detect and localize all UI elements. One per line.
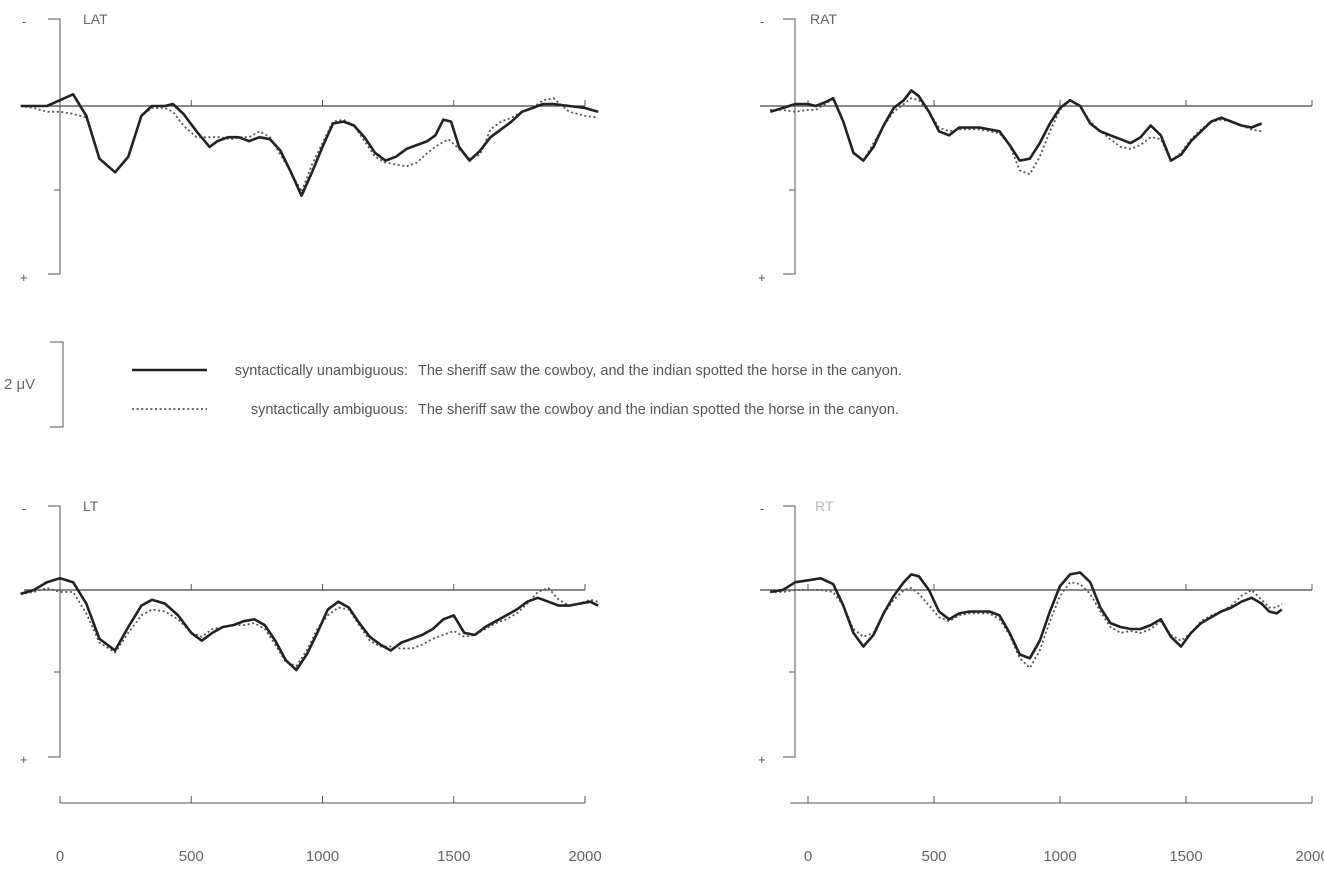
panel-lt-title: LT bbox=[83, 498, 99, 514]
panel-lt-ambiguous-line bbox=[20, 586, 599, 668]
legend: syntactically unambiguous: The sheriff s… bbox=[132, 363, 902, 418]
scale-bar-line bbox=[50, 341, 64, 428]
x-tick-label-0: 0 bbox=[804, 848, 812, 865]
panel-rat-x-ticks bbox=[807, 100, 1313, 106]
panel-rat-y-axis bbox=[783, 18, 796, 275]
panel-lat: - + LAT bbox=[20, 11, 599, 285]
panel-lt: - + LT bbox=[20, 498, 599, 767]
panel-lat-y-axis bbox=[48, 18, 61, 275]
panel-rat-title: RAT bbox=[810, 11, 837, 27]
panel-lat-minus-label: - bbox=[22, 14, 26, 29]
x-tick-label-0: 0 bbox=[56, 848, 64, 865]
panel-rt-title: RT bbox=[815, 498, 834, 514]
legend-ambiguous-sentence: The sheriff saw the cowboy and the india… bbox=[418, 402, 899, 418]
panel-lat-ambiguous-line bbox=[20, 97, 599, 194]
x-tick-label-2: 1000 bbox=[1043, 848, 1076, 865]
panel-lt-unambiguous-line bbox=[20, 577, 599, 672]
scale-bar: 2 μV bbox=[4, 341, 64, 428]
panel-lat-unambiguous-line bbox=[20, 93, 599, 197]
x-tick-label-4: 2000 bbox=[568, 848, 601, 865]
legend-unambiguous-name: syntactically unambiguous: bbox=[235, 363, 408, 379]
x-tick-label-1: 500 bbox=[921, 848, 946, 865]
legend-unambiguous-sentence: The sheriff saw the cowboy, and the indi… bbox=[418, 363, 902, 379]
panel-lat-x-ticks bbox=[59, 100, 586, 106]
bottom-right-x-axis: 0 500 1000 1500 2000 bbox=[790, 796, 1324, 865]
panel-rt: - + RT bbox=[758, 498, 1313, 767]
panel-lt-minus-label: - bbox=[22, 501, 26, 516]
panel-lt-x-ticks bbox=[59, 584, 586, 590]
x-tick-label-3: 1500 bbox=[437, 848, 470, 865]
x-tick-label-2: 1000 bbox=[306, 848, 339, 865]
scale-bar-label: 2 μV bbox=[4, 376, 35, 393]
panel-rt-plus-label: + bbox=[758, 752, 766, 767]
panel-lt-plus-label: + bbox=[20, 752, 28, 767]
panel-rat-unambiguous-line bbox=[769, 89, 1263, 162]
panel-rt-minus-label: - bbox=[760, 501, 764, 516]
x-tick-label-3: 1500 bbox=[1169, 848, 1202, 865]
panel-rt-unambiguous-line bbox=[769, 571, 1283, 660]
panel-lat-plus-label: + bbox=[20, 270, 28, 285]
panel-rat: - + RAT bbox=[758, 11, 1313, 285]
x-tick-label-1: 500 bbox=[179, 848, 204, 865]
panel-lat-title: LAT bbox=[83, 11, 108, 27]
legend-ambiguous-name: syntactically ambiguous: bbox=[251, 402, 408, 418]
panel-rat-ambiguous-line bbox=[770, 96, 1262, 176]
panel-rat-plus-label: + bbox=[758, 270, 766, 285]
x-tick-label-4: 2000 bbox=[1295, 848, 1324, 865]
bottom-left-x-axis: 0 500 1000 1500 2000 bbox=[56, 796, 602, 865]
panel-rt-ambiguous-line bbox=[770, 581, 1283, 670]
panel-rat-minus-label: - bbox=[760, 14, 764, 29]
panel-rt-y-axis bbox=[783, 505, 796, 758]
panel-lt-y-axis bbox=[48, 505, 61, 758]
